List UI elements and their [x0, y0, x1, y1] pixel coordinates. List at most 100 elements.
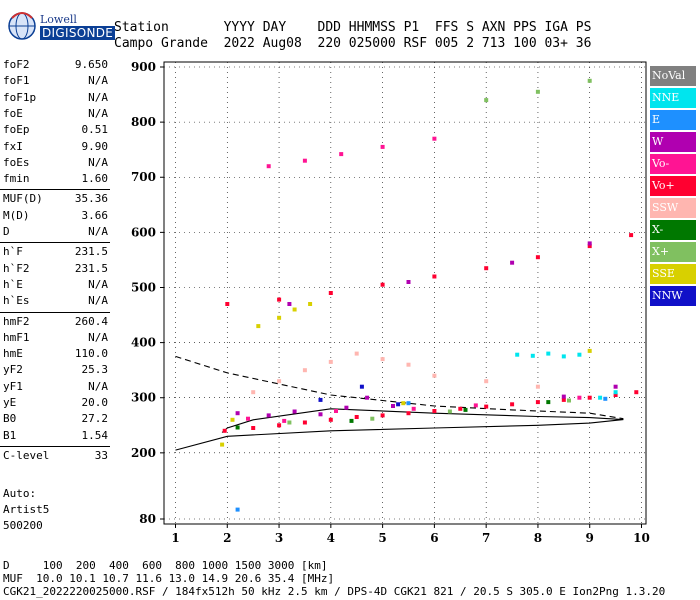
data-point [613, 384, 618, 389]
data-point [277, 315, 282, 320]
data-point [292, 307, 297, 312]
data-point [292, 409, 297, 414]
x-tick-label: 5 [378, 531, 386, 545]
station-header: Station YYYY DAY DDD HHMMSS P1 FFS S AXN… [114, 20, 591, 52]
x-tick-label: 3 [275, 531, 283, 545]
param-name: h`F2 [3, 261, 30, 275]
data-point [380, 413, 385, 418]
param-value: 110.0 [74, 347, 108, 361]
y-tick-label: 200 [131, 446, 156, 460]
data-point [359, 384, 364, 389]
legend-item: SSW [650, 197, 696, 218]
data-point [510, 260, 515, 265]
data-point [587, 78, 592, 83]
data-point [380, 144, 385, 149]
data-point [561, 397, 566, 402]
param-name: M(D) [3, 208, 30, 222]
header-values: Campo Grande 2022 Aug08 220 025000 RSF 0… [114, 36, 592, 51]
param-name: foF2 [3, 58, 30, 71]
footer-file-info: CGK21_2022220025000.RSF / 184fx512h 50 k… [3, 585, 666, 598]
data-point [256, 324, 261, 329]
data-point [406, 401, 411, 406]
param-row: D N/A [0, 225, 110, 241]
param-value: 3.66 [81, 208, 109, 222]
param-value: 1.54 [81, 428, 109, 442]
data-point [282, 418, 287, 423]
data-point [546, 351, 551, 356]
x-tick-label: 6 [430, 531, 438, 545]
x-tick-label: 10 [633, 531, 650, 545]
param-name: yE [3, 396, 17, 409]
logo-text-digisonde: DIGISONDE [40, 26, 116, 40]
data-point [447, 409, 452, 414]
legend-item: NNE [650, 87, 696, 108]
param-value: 20.0 [81, 396, 109, 409]
param-row: yF1 N/A [0, 380, 110, 396]
param-value: 27.2 [81, 412, 109, 426]
param-row: yF2 25.3 [0, 363, 110, 379]
data-point [328, 417, 333, 422]
data-point [318, 412, 323, 417]
param-value: 9.650 [74, 58, 108, 71]
param-name: foF1 [3, 74, 30, 88]
data-point [391, 404, 395, 408]
param-value: N/A [88, 294, 108, 308]
param-row: foF1p N/A [0, 91, 110, 107]
param-separator [0, 311, 110, 313]
legend-item: E [650, 109, 696, 130]
footer-muf-row: MUF 10.0 10.1 10.7 11.6 13.0 14.9 20.6 3… [3, 572, 335, 585]
footer-distance-row: D 100 200 400 600 800 1000 1500 3000 [km… [3, 559, 328, 572]
param-value: 35.36 [74, 192, 108, 206]
data-point [567, 398, 571, 403]
data-point [349, 418, 354, 423]
param-value: N/A [88, 90, 108, 104]
x-tick-label: 8 [534, 531, 542, 545]
data-point [354, 351, 359, 356]
param-separator [0, 242, 110, 244]
data-point [432, 136, 437, 141]
globe-icon [8, 12, 36, 40]
param-row: fmin 1.60 [0, 172, 110, 188]
y-tick-label: 800 [131, 115, 156, 129]
param-value: 25.3 [81, 363, 109, 377]
param-name: C-level [3, 448, 50, 462]
data-point [406, 280, 411, 284]
data-point [463, 407, 468, 412]
data-point [634, 390, 639, 395]
param-name: B1 [3, 428, 17, 442]
param-row: yE 20.0 [0, 396, 110, 412]
data-point [458, 406, 463, 411]
data-point [287, 302, 292, 306]
param-name: fxI [3, 139, 23, 153]
legend-item: SSE [650, 263, 696, 284]
data-point [334, 409, 338, 413]
legend-item: NNW [650, 285, 696, 306]
data-point [328, 359, 333, 364]
data-point [380, 357, 385, 362]
x-tick-label: 4 [327, 531, 335, 545]
data-point [277, 297, 282, 302]
y-tick-label: 300 [131, 391, 156, 405]
param-value: N/A [88, 330, 108, 344]
data-point [432, 373, 437, 378]
logo-text-lowell: Lowell [40, 13, 77, 26]
data-point [401, 401, 406, 406]
param-row: h`Es N/A [0, 294, 110, 310]
param-row: hmF2 260.4 [0, 315, 110, 331]
param-name: foEp [3, 123, 30, 137]
data-point [546, 400, 551, 405]
data-point [613, 393, 618, 397]
data-point [328, 291, 333, 295]
data-point [318, 397, 323, 402]
data-point [484, 98, 489, 103]
param-row: h`F2 231.5 [0, 262, 110, 278]
data-point [308, 302, 313, 306]
data-point [484, 404, 489, 409]
param-value: 9.90 [81, 139, 109, 153]
legend-item: X- [650, 219, 696, 240]
data-point [587, 395, 592, 400]
data-point [266, 164, 271, 169]
param-value: 33 [94, 448, 108, 462]
param-row: hmF1 N/A [0, 331, 110, 347]
